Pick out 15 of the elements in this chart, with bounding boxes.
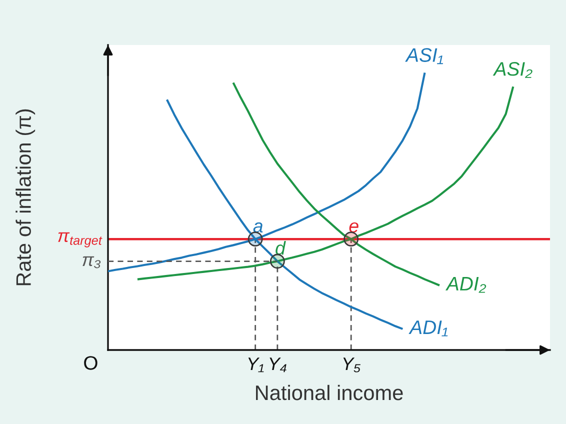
- ref-line-label: π$_{target}$: [58, 232, 102, 248]
- series-label: ADI₁: [408, 320, 448, 336]
- x-axis-title: National income: [256, 384, 403, 400]
- text: O: [84, 356, 98, 370]
- series-label: ADI₂: [445, 277, 486, 293]
- x-tick-label: Y₅: [343, 358, 360, 372]
- series-label: a: [253, 222, 263, 233]
- series-label: ASI₁: [405, 48, 444, 64]
- x-tick-label: Y₄: [270, 358, 286, 372]
- series-label: e: [349, 222, 358, 233]
- series-label: π₃: [82, 256, 101, 268]
- series-label: d: [276, 241, 286, 255]
- x-tick-label: Y₁: [248, 358, 264, 372]
- y-axis-title: Rate of inflation (π): [16, 109, 36, 286]
- series-label: ASI₂: [492, 62, 532, 78]
